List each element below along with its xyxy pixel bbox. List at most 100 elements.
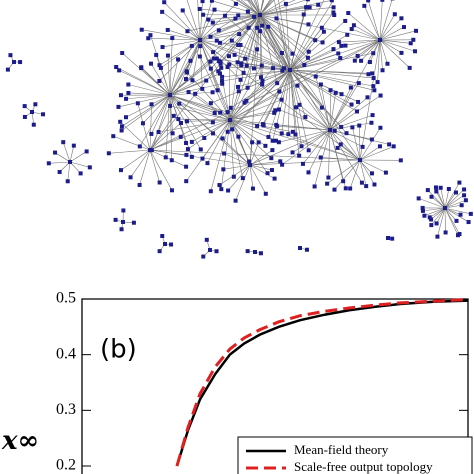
edge xyxy=(329,129,373,174)
node xyxy=(258,251,263,256)
edge xyxy=(285,3,291,71)
node xyxy=(306,148,311,153)
edge xyxy=(119,70,171,96)
node xyxy=(217,40,222,45)
node xyxy=(302,62,307,67)
edge xyxy=(69,151,87,163)
edge xyxy=(178,118,231,121)
node xyxy=(367,60,372,65)
node xyxy=(131,220,136,225)
node xyxy=(349,102,354,107)
node xyxy=(165,27,170,32)
node xyxy=(336,40,341,45)
node xyxy=(255,47,260,52)
node xyxy=(378,125,383,130)
legend-label: Scale-free output topology xyxy=(294,459,433,474)
edge xyxy=(337,147,361,161)
edge xyxy=(249,129,331,166)
node xyxy=(180,8,185,13)
node xyxy=(200,0,205,4)
node xyxy=(148,33,153,38)
node xyxy=(332,187,337,192)
node xyxy=(121,220,125,224)
edge xyxy=(237,15,291,71)
edge xyxy=(259,14,361,161)
node xyxy=(356,99,361,104)
edge xyxy=(212,14,261,53)
node xyxy=(216,69,221,74)
edge xyxy=(329,129,363,183)
edge xyxy=(379,39,411,44)
edge xyxy=(444,207,469,223)
edge xyxy=(167,29,201,41)
node xyxy=(169,242,174,247)
node xyxy=(238,77,243,82)
node xyxy=(233,16,238,21)
edge xyxy=(278,0,291,71)
edge xyxy=(379,39,410,69)
node xyxy=(218,61,223,66)
node xyxy=(216,59,221,64)
node xyxy=(399,50,404,55)
node xyxy=(163,242,167,246)
node xyxy=(30,110,34,114)
edge xyxy=(259,0,307,16)
node xyxy=(176,117,181,122)
node xyxy=(204,237,209,242)
node xyxy=(184,179,189,184)
edge xyxy=(118,94,171,108)
node xyxy=(300,161,305,166)
node xyxy=(365,95,370,100)
node xyxy=(362,3,367,8)
edge xyxy=(121,94,171,131)
edge xyxy=(289,20,346,71)
node xyxy=(210,90,215,95)
node xyxy=(344,131,349,136)
edge xyxy=(377,39,381,83)
node xyxy=(343,43,348,48)
edge xyxy=(437,207,446,237)
node xyxy=(273,138,278,143)
edge xyxy=(229,119,331,131)
node xyxy=(219,187,224,192)
edge xyxy=(288,69,291,135)
edge xyxy=(229,65,263,121)
edge xyxy=(253,0,261,16)
node xyxy=(118,168,123,173)
node xyxy=(197,54,202,59)
node xyxy=(198,38,202,42)
node xyxy=(57,169,62,174)
node xyxy=(41,112,46,117)
node xyxy=(387,142,392,147)
node xyxy=(250,140,255,145)
node xyxy=(212,7,217,12)
node xyxy=(211,56,216,61)
edge xyxy=(186,119,231,122)
node xyxy=(304,247,309,252)
node xyxy=(22,104,27,109)
edge xyxy=(444,207,461,215)
y-tick-label: 0.2 xyxy=(56,457,76,474)
node xyxy=(245,9,250,14)
edge xyxy=(169,59,179,96)
node xyxy=(425,188,430,193)
node xyxy=(210,120,215,125)
edge xyxy=(188,91,231,121)
node xyxy=(357,123,362,128)
node xyxy=(244,63,249,68)
edge xyxy=(259,0,271,16)
node xyxy=(260,122,265,127)
y-tick-label: 0.5 xyxy=(56,290,76,307)
node xyxy=(5,67,10,72)
edge xyxy=(120,121,151,151)
node xyxy=(351,23,356,28)
edge xyxy=(320,84,331,131)
edge xyxy=(273,0,291,71)
node xyxy=(407,65,412,70)
node xyxy=(370,113,375,118)
edge xyxy=(289,0,334,71)
edge xyxy=(62,142,71,163)
node xyxy=(188,58,193,63)
node xyxy=(429,194,434,199)
edge xyxy=(326,159,361,184)
